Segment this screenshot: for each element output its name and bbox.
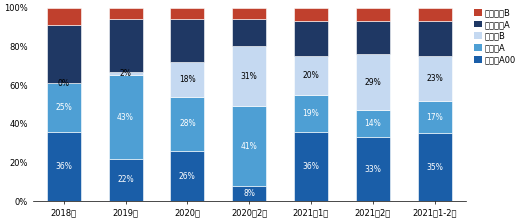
- Bar: [356, 8, 390, 21]
- Bar: [232, 106, 266, 186]
- Text: 19%: 19%: [303, 109, 319, 118]
- Bar: [294, 56, 328, 95]
- Bar: [109, 8, 142, 19]
- Text: 20%: 20%: [303, 71, 319, 80]
- Bar: [109, 19, 142, 71]
- Text: 25%: 25%: [55, 103, 72, 112]
- Bar: [232, 186, 266, 201]
- Bar: [232, 19, 266, 46]
- Bar: [356, 110, 390, 137]
- Text: 18%: 18%: [179, 75, 196, 84]
- Bar: [294, 21, 328, 56]
- Bar: [418, 8, 452, 21]
- Text: 41%: 41%: [241, 142, 257, 151]
- Text: 8%: 8%: [243, 189, 255, 198]
- Bar: [47, 25, 81, 83]
- Bar: [356, 54, 390, 110]
- Text: 31%: 31%: [241, 72, 257, 81]
- Bar: [171, 8, 204, 19]
- Bar: [171, 19, 204, 62]
- Text: 33%: 33%: [365, 165, 381, 174]
- Bar: [47, 131, 81, 201]
- Text: 17%: 17%: [426, 113, 443, 121]
- Bar: [232, 46, 266, 106]
- Text: 14%: 14%: [365, 119, 381, 128]
- Bar: [47, 83, 81, 131]
- Text: 22%: 22%: [117, 175, 134, 184]
- Text: 2%: 2%: [120, 69, 132, 78]
- Bar: [109, 159, 142, 201]
- Text: 35%: 35%: [426, 163, 443, 172]
- Bar: [109, 75, 142, 159]
- Text: 36%: 36%: [303, 162, 319, 171]
- Bar: [418, 21, 452, 56]
- Bar: [418, 101, 452, 133]
- Bar: [294, 8, 328, 21]
- Bar: [232, 8, 266, 19]
- Text: 28%: 28%: [179, 119, 196, 128]
- Text: 23%: 23%: [426, 74, 443, 83]
- Legend: 插电混动B, 插电混动A, 纯电动B, 纯电动A, 纯电动A00: 插电混动B, 插电混动A, 纯电动B, 纯电动A, 纯电动A00: [474, 8, 516, 65]
- Bar: [171, 97, 204, 151]
- Bar: [294, 131, 328, 201]
- Text: 43%: 43%: [117, 113, 134, 121]
- Bar: [356, 21, 390, 54]
- Text: 36%: 36%: [55, 162, 72, 171]
- Bar: [109, 71, 142, 75]
- Bar: [294, 95, 328, 131]
- Bar: [171, 62, 204, 97]
- Bar: [47, 8, 81, 25]
- Bar: [171, 151, 204, 201]
- Bar: [356, 137, 390, 201]
- Bar: [418, 133, 452, 201]
- Text: 29%: 29%: [365, 78, 381, 87]
- Text: 26%: 26%: [179, 172, 196, 180]
- Bar: [418, 56, 452, 101]
- Text: 0%: 0%: [58, 79, 70, 88]
